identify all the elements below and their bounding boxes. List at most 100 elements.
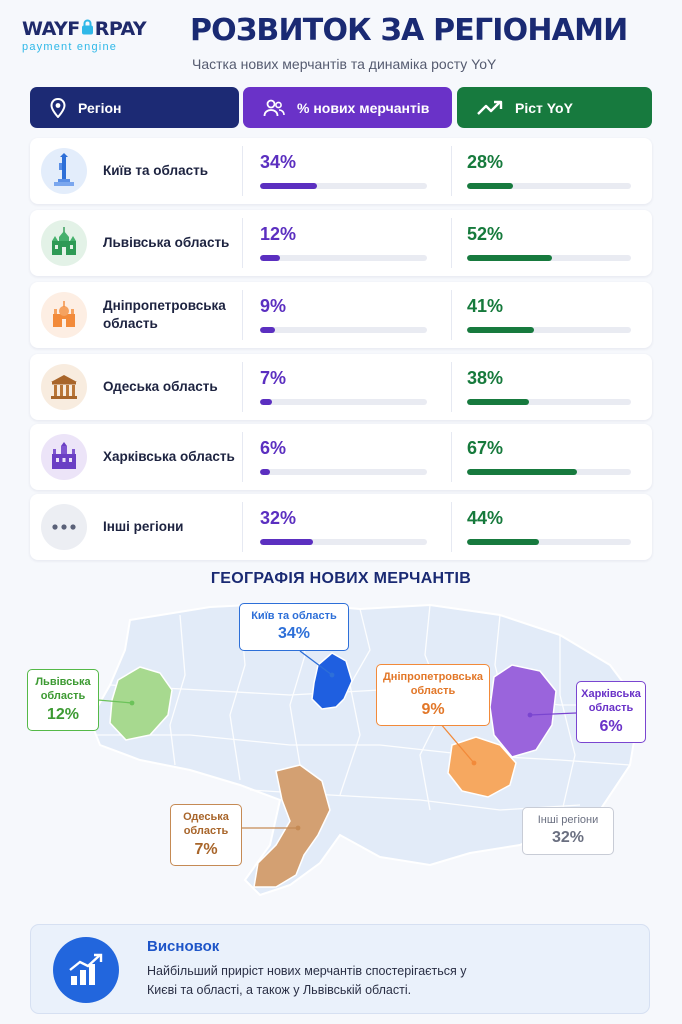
map-label-odesa-name1: Одеська (183, 811, 229, 823)
region-name: Одеська область (103, 378, 218, 394)
logo-text-right: RPAY (94, 18, 147, 40)
map-region-lviv (109, 666, 173, 741)
growth-value: 28% (467, 152, 504, 172)
connector-dot-lviv (129, 700, 135, 706)
header-share: % нових мерчантів (243, 87, 452, 128)
connector-dot-odesa (295, 825, 301, 831)
share-bar-fill (260, 327, 276, 333)
growth-value: 67% (467, 438, 504, 458)
growth-bar (467, 183, 631, 189)
share-bar-fill (260, 183, 317, 189)
connector-kyiv (299, 650, 333, 676)
map-label-other-value: 32% (551, 829, 585, 847)
growth-chart-icon (53, 937, 119, 1003)
odesa-theatre-icon (41, 364, 87, 410)
more-dots-icon (41, 504, 87, 550)
map-title: ГЕОГРАФІЯ НОВИХ МЕРЧАНТІВ (210, 570, 472, 587)
ukraine-map (88, 601, 642, 897)
connector-dot-kyiv (329, 672, 335, 678)
map-label-kyiv: Київ та область 34% (239, 603, 349, 652)
share-bar (260, 539, 427, 545)
growth-bar (467, 255, 631, 261)
map-label-kharkiv-name1: Харківська (581, 688, 641, 700)
map-label-dnipro: Дніпропетровська область 9% (376, 664, 490, 727)
region-row-kyiv: Київ та область 34% 28% (30, 138, 652, 204)
region-name: Інші регіони (103, 518, 184, 534)
region-name: Київ та область (103, 162, 209, 178)
map-label-dnipro-name1: Дніпропетровська (382, 671, 484, 683)
growth-value: 38% (467, 368, 504, 388)
map-label-kharkiv-name2: область (588, 702, 634, 715)
map-label-kyiv-name: Київ та область (251, 610, 337, 622)
header-share-label: % нових мерчантів (297, 99, 430, 116)
region-name: Львівська область (103, 234, 230, 250)
conclusion-text: Найбільший приріст нових мерчантів спост… (147, 964, 467, 998)
share-bar (260, 183, 427, 189)
share-value: 7% (260, 368, 287, 388)
map-label-other-name: Інші регіони (537, 814, 599, 826)
region-row-dnipro: Дніпропетровська область 9% 41% (30, 282, 652, 348)
map-label-kharkiv-value: 6% (599, 717, 623, 735)
share-bar-fill (260, 539, 314, 545)
share-bar (260, 399, 427, 405)
map-label-kyiv-value: 34% (277, 625, 311, 643)
share-value: 6% (260, 438, 287, 458)
connector-kharkiv (529, 712, 577, 716)
region-row-other: Інші регіони 32% 44% (30, 494, 652, 560)
kharkiv-building-icon (41, 434, 87, 480)
header-growth-label: Ріст YoY (515, 99, 573, 116)
users-icon (263, 99, 285, 116)
growth-value: 41% (467, 296, 504, 316)
connector-dnipro (439, 722, 475, 764)
map-label-odesa: Одеська область 7% (170, 804, 242, 867)
growth-bar (467, 469, 631, 475)
growth-bar-fill (467, 255, 553, 261)
header-growth: Ріст YoY (457, 87, 652, 128)
map-label-odesa-name2: область (183, 825, 229, 838)
map-label-dnipro-value: 9% (421, 700, 445, 718)
lviv-church-icon (41, 220, 87, 266)
growth-value: 52% (467, 224, 504, 244)
growth-bar (467, 327, 631, 333)
page-subtitle: Частка нових мерчантів та динаміка росту… (192, 56, 497, 72)
lock-icon (81, 19, 94, 39)
conclusion-title: Висновок (147, 938, 220, 955)
share-bar-fill (260, 469, 271, 475)
map-label-odesa-value: 7% (194, 840, 218, 858)
share-bar (260, 255, 427, 261)
region-name: Дніпропетровська область (103, 297, 226, 331)
map-label-lviv-name1: Львівська (35, 676, 91, 688)
growth-bar (467, 399, 631, 405)
share-value: 34% (260, 152, 297, 172)
growth-value: 44% (467, 508, 504, 528)
connector-lviv (97, 699, 133, 704)
growth-bar-fill (467, 539, 540, 545)
map-region-kharkiv (489, 664, 557, 758)
share-value: 9% (260, 296, 287, 316)
header-region-label: Регіон (78, 99, 122, 116)
map-label-dnipro-name2: область (410, 685, 456, 698)
connector-dot-dnipro (471, 760, 477, 766)
share-bar (260, 327, 427, 333)
share-bar-fill (260, 399, 272, 405)
region-row-odesa: Одеська область 7% 38% (30, 354, 652, 420)
map-label-other: Інші регіони 32% (522, 807, 614, 856)
region-row-lviv: Львівська область 12% 52% (30, 210, 652, 276)
share-value: 32% (260, 508, 297, 528)
map-label-lviv-value: 12% (46, 705, 80, 723)
motherland-monument-icon (41, 148, 87, 194)
trend-up-icon (477, 100, 503, 115)
logo-tagline: payment engine (22, 41, 118, 53)
growth-bar-fill (467, 183, 513, 189)
share-bar (260, 469, 427, 475)
growth-bar (467, 539, 631, 545)
share-bar-fill (260, 255, 281, 261)
map-label-kharkiv: Харківська область 6% (576, 681, 646, 744)
location-pin-icon (50, 97, 66, 118)
region-row-kharkiv: Харківська область 6% 67% (30, 424, 652, 490)
growth-bar-fill (467, 327, 535, 333)
map-region-odesa (253, 764, 331, 888)
growth-bar-fill (467, 399, 530, 405)
wayforpay-logo: WAYF RPAY payment engine (22, 18, 162, 53)
map-label-lviv-name2: область (40, 690, 86, 703)
